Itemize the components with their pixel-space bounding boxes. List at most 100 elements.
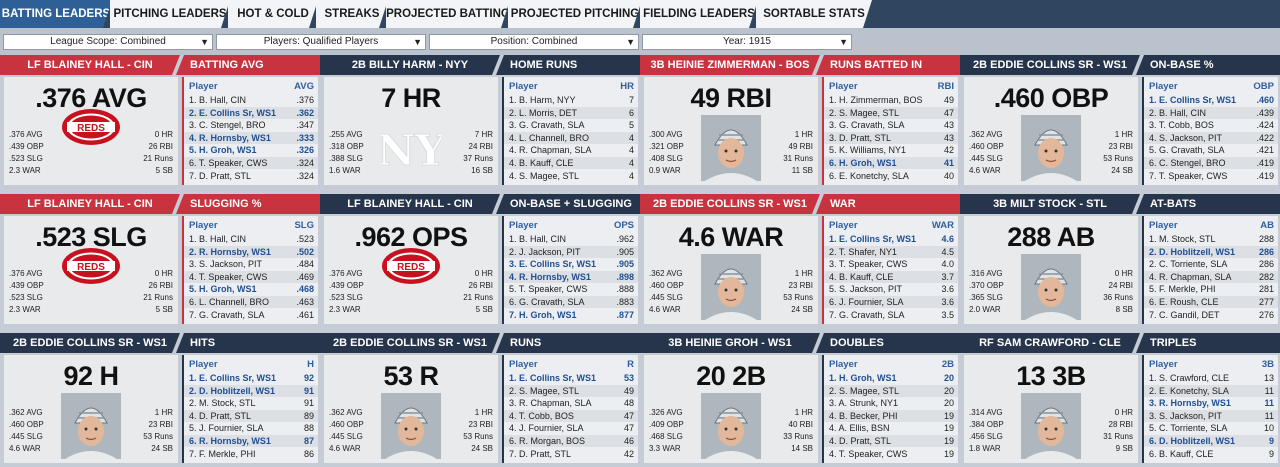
position-select[interactable]: Position: Combined ▼ bbox=[429, 34, 639, 50]
stat-header[interactable]: BATTING AVG bbox=[176, 55, 320, 75]
list-item[interactable]: 6. R. Hornsby, WS1 87 bbox=[184, 435, 318, 448]
stat-column-header[interactable]: HR bbox=[620, 81, 634, 92]
player-header[interactable]: 2B BILLY HARM - NYY bbox=[320, 55, 500, 75]
player-column-header[interactable]: Player bbox=[189, 359, 218, 370]
list-item[interactable]: 5. H. Groh, WS1 .468 bbox=[184, 283, 318, 295]
list-item[interactable]: 4. R. Hornsby, WS1 .333 bbox=[184, 131, 318, 145]
stat-column-header[interactable]: 2B bbox=[941, 359, 954, 370]
stat-column-header[interactable]: OBP bbox=[1253, 81, 1274, 92]
leader-name: 2. L. Morris, DET bbox=[509, 107, 578, 118]
player-column-header[interactable]: Player bbox=[1149, 220, 1178, 231]
stat-column-header[interactable]: AB bbox=[1260, 220, 1274, 231]
stat-column-header[interactable]: R bbox=[627, 359, 634, 370]
stat-header[interactable]: RUNS BATTED IN bbox=[816, 55, 960, 75]
stat-column-header[interactable]: WAR bbox=[931, 220, 954, 231]
player-header[interactable]: 3B HEINIE GROH - WS1 bbox=[640, 333, 820, 353]
stat-header[interactable]: DOUBLES bbox=[816, 333, 960, 353]
leader-value: 41 bbox=[943, 158, 954, 168]
list-item[interactable]: 1. E. Collins Sr, WS1 .460 bbox=[1144, 94, 1278, 106]
stat-column-header[interactable]: RBI bbox=[937, 81, 954, 92]
list-item[interactable]: 3. R. Hornsby, WS1 11 bbox=[1144, 397, 1278, 409]
list-item[interactable]: 1. H. Groh, WS1 20 bbox=[824, 372, 958, 384]
stat-column-header[interactable]: OPS bbox=[613, 220, 634, 231]
headline-stat: 92 H bbox=[63, 361, 119, 391]
list-item[interactable]: 2. D. Hoblitzell, WS1 286 bbox=[1144, 245, 1278, 258]
stat-column-header[interactable]: AVG bbox=[294, 81, 314, 92]
leader-name: 3. D. Pratt, STL bbox=[829, 132, 892, 143]
player-column-header[interactable]: Player bbox=[829, 220, 858, 231]
players-select[interactable]: Players: Qualified Players ▼ bbox=[216, 34, 426, 50]
list-item[interactable]: 2. D. Hoblitzell, WS1 91 bbox=[184, 384, 318, 397]
stat-column-header[interactable]: H bbox=[307, 359, 314, 370]
year-select[interactable]: Year: 1915 ▼ bbox=[642, 34, 852, 50]
leader-value: .347 bbox=[296, 120, 314, 131]
stat-line: .460 OBP bbox=[649, 281, 684, 290]
league-scope-select[interactable]: League Scope: Combined ▼ bbox=[3, 34, 213, 50]
stat-line: 9 SB bbox=[1115, 444, 1133, 453]
list-item[interactable]: 1. E. Collins Sr, WS1 53 bbox=[504, 372, 638, 384]
stat-header[interactable]: HOME RUNS bbox=[496, 55, 640, 75]
player-header[interactable]: LF BLAINEY HALL - CIN bbox=[0, 194, 180, 214]
list-item[interactable]: 2. E. Collins Sr, WS1 .362 bbox=[184, 106, 318, 119]
player-column-header[interactable]: Player bbox=[829, 81, 858, 92]
player-column-header[interactable]: Player bbox=[1149, 359, 1178, 370]
player-column-header[interactable]: Player bbox=[189, 81, 218, 92]
stat-header[interactable]: RUNS bbox=[496, 333, 640, 353]
stat-header[interactable]: WAR bbox=[816, 194, 960, 214]
list-item[interactable]: 7. H. Groh, WS1 .877 bbox=[504, 309, 638, 321]
player-column-header[interactable]: Player bbox=[189, 220, 218, 231]
list-item[interactable]: 4. R. Hornsby, WS1 .898 bbox=[504, 270, 638, 284]
leader-name: 3. S. Jackson, PIT bbox=[1149, 410, 1223, 421]
leader-panel-triples: RF SAM CRAWFORD - CLE TRIPLES 13 3B .314 AV… bbox=[960, 333, 1280, 465]
list-item[interactable]: 1. E. Collins Sr, WS1 92 bbox=[184, 372, 318, 384]
list-item: 1. M. Stock, STL 288 bbox=[1144, 233, 1278, 245]
list-item: 6. E. Konetchy, SLA 40 bbox=[824, 170, 958, 182]
player-column-header[interactable]: Player bbox=[829, 359, 858, 370]
tab-batting-leaders[interactable]: BATTING LEADERS bbox=[0, 0, 112, 28]
stat-column-header[interactable]: SLG bbox=[294, 220, 314, 231]
tab-projected-pitching[interactable]: PROJECTED PITCHING bbox=[508, 0, 642, 28]
player-header[interactable]: RF SAM CRAWFORD - CLE bbox=[960, 333, 1140, 353]
list-item[interactable]: 2. R. Hornsby, WS1 .502 bbox=[184, 245, 318, 258]
list-item: 4. T. Cobb, BOS 47 bbox=[504, 409, 638, 423]
stat-header[interactable]: AT-BATS bbox=[1136, 194, 1280, 214]
tab-projected-batting[interactable]: PROJECTED BATTING bbox=[386, 0, 510, 28]
player-header[interactable]: 3B HEINIE ZIMMERMAN - BOS bbox=[640, 55, 820, 75]
leader-value: .324 bbox=[296, 170, 314, 181]
player-header[interactable]: 3B MILT STOCK - STL bbox=[960, 194, 1140, 214]
list-item[interactable]: 6. H. Groh, WS1 41 bbox=[824, 157, 958, 170]
player-header[interactable]: 2B EDDIE COLLINS SR - WS1 bbox=[960, 55, 1140, 75]
tab-fielding-leaders[interactable]: FIELDING LEADERS bbox=[640, 0, 758, 28]
list-item: 6. J. Fournier, SLA 3.6 bbox=[824, 296, 958, 309]
player-header[interactable]: 2B EDDIE COLLINS SR - WS1 bbox=[0, 333, 180, 353]
player-header[interactable]: 2B EDDIE COLLINS SR - WS1 bbox=[320, 333, 500, 353]
player-header[interactable]: LF BLAINEY HALL - CIN bbox=[320, 194, 500, 214]
player-column-header[interactable]: Player bbox=[509, 220, 538, 231]
stat-header[interactable]: HITS bbox=[176, 333, 320, 353]
stat-header[interactable]: ON-BASE % bbox=[1136, 55, 1280, 75]
tab-pitching-leaders[interactable]: PITCHING LEADERS bbox=[110, 0, 230, 28]
player-column-header[interactable]: Player bbox=[509, 359, 538, 370]
tab-hot-cold[interactable]: HOT & COLD bbox=[228, 0, 318, 28]
player-header[interactable]: LF BLAINEY HALL - CIN bbox=[0, 55, 180, 75]
player-column-header[interactable]: Player bbox=[1149, 81, 1178, 92]
list-item[interactable]: 1. E. Collins Sr, WS1 4.6 bbox=[824, 233, 958, 245]
stat-line: 31 Runs bbox=[1103, 432, 1133, 441]
player-column-header[interactable]: Player bbox=[509, 81, 538, 92]
list-item[interactable]: 3. E. Collins Sr, WS1 .905 bbox=[504, 258, 638, 270]
stat-header[interactable]: TRIPLES bbox=[1136, 333, 1280, 353]
tab-sortable-stats[interactable]: SORTABLE STATS bbox=[756, 0, 872, 28]
list-item[interactable]: 5. H. Groh, WS1 .326 bbox=[184, 144, 318, 156]
stat-header[interactable]: ON-BASE + SLUGGING bbox=[496, 194, 640, 214]
leader-value: .362 bbox=[296, 107, 314, 118]
stat-column-header[interactable]: 3B bbox=[1261, 359, 1274, 370]
stat-header[interactable]: SLUGGING % bbox=[176, 194, 320, 214]
list-item[interactable]: 6. D. Hoblitzell, WS1 9 bbox=[1144, 435, 1278, 448]
player-card: .962 OPS .376 AVG .439 OBP .523 SLG 2.3 WAR 0… bbox=[324, 216, 498, 324]
leader-value: 11 bbox=[1264, 410, 1274, 421]
player-card: 288 AB .316 AVG .370 OBP .365 SLG 2.0 WAR 0 H… bbox=[964, 216, 1138, 324]
tab-streaks[interactable]: STREAKS bbox=[316, 0, 388, 28]
player-header[interactable]: 2B EDDIE COLLINS SR - WS1 bbox=[640, 194, 820, 214]
leader-name: 1. H. Groh, WS1 bbox=[829, 373, 897, 383]
stat-line: .255 AVG bbox=[329, 130, 363, 139]
